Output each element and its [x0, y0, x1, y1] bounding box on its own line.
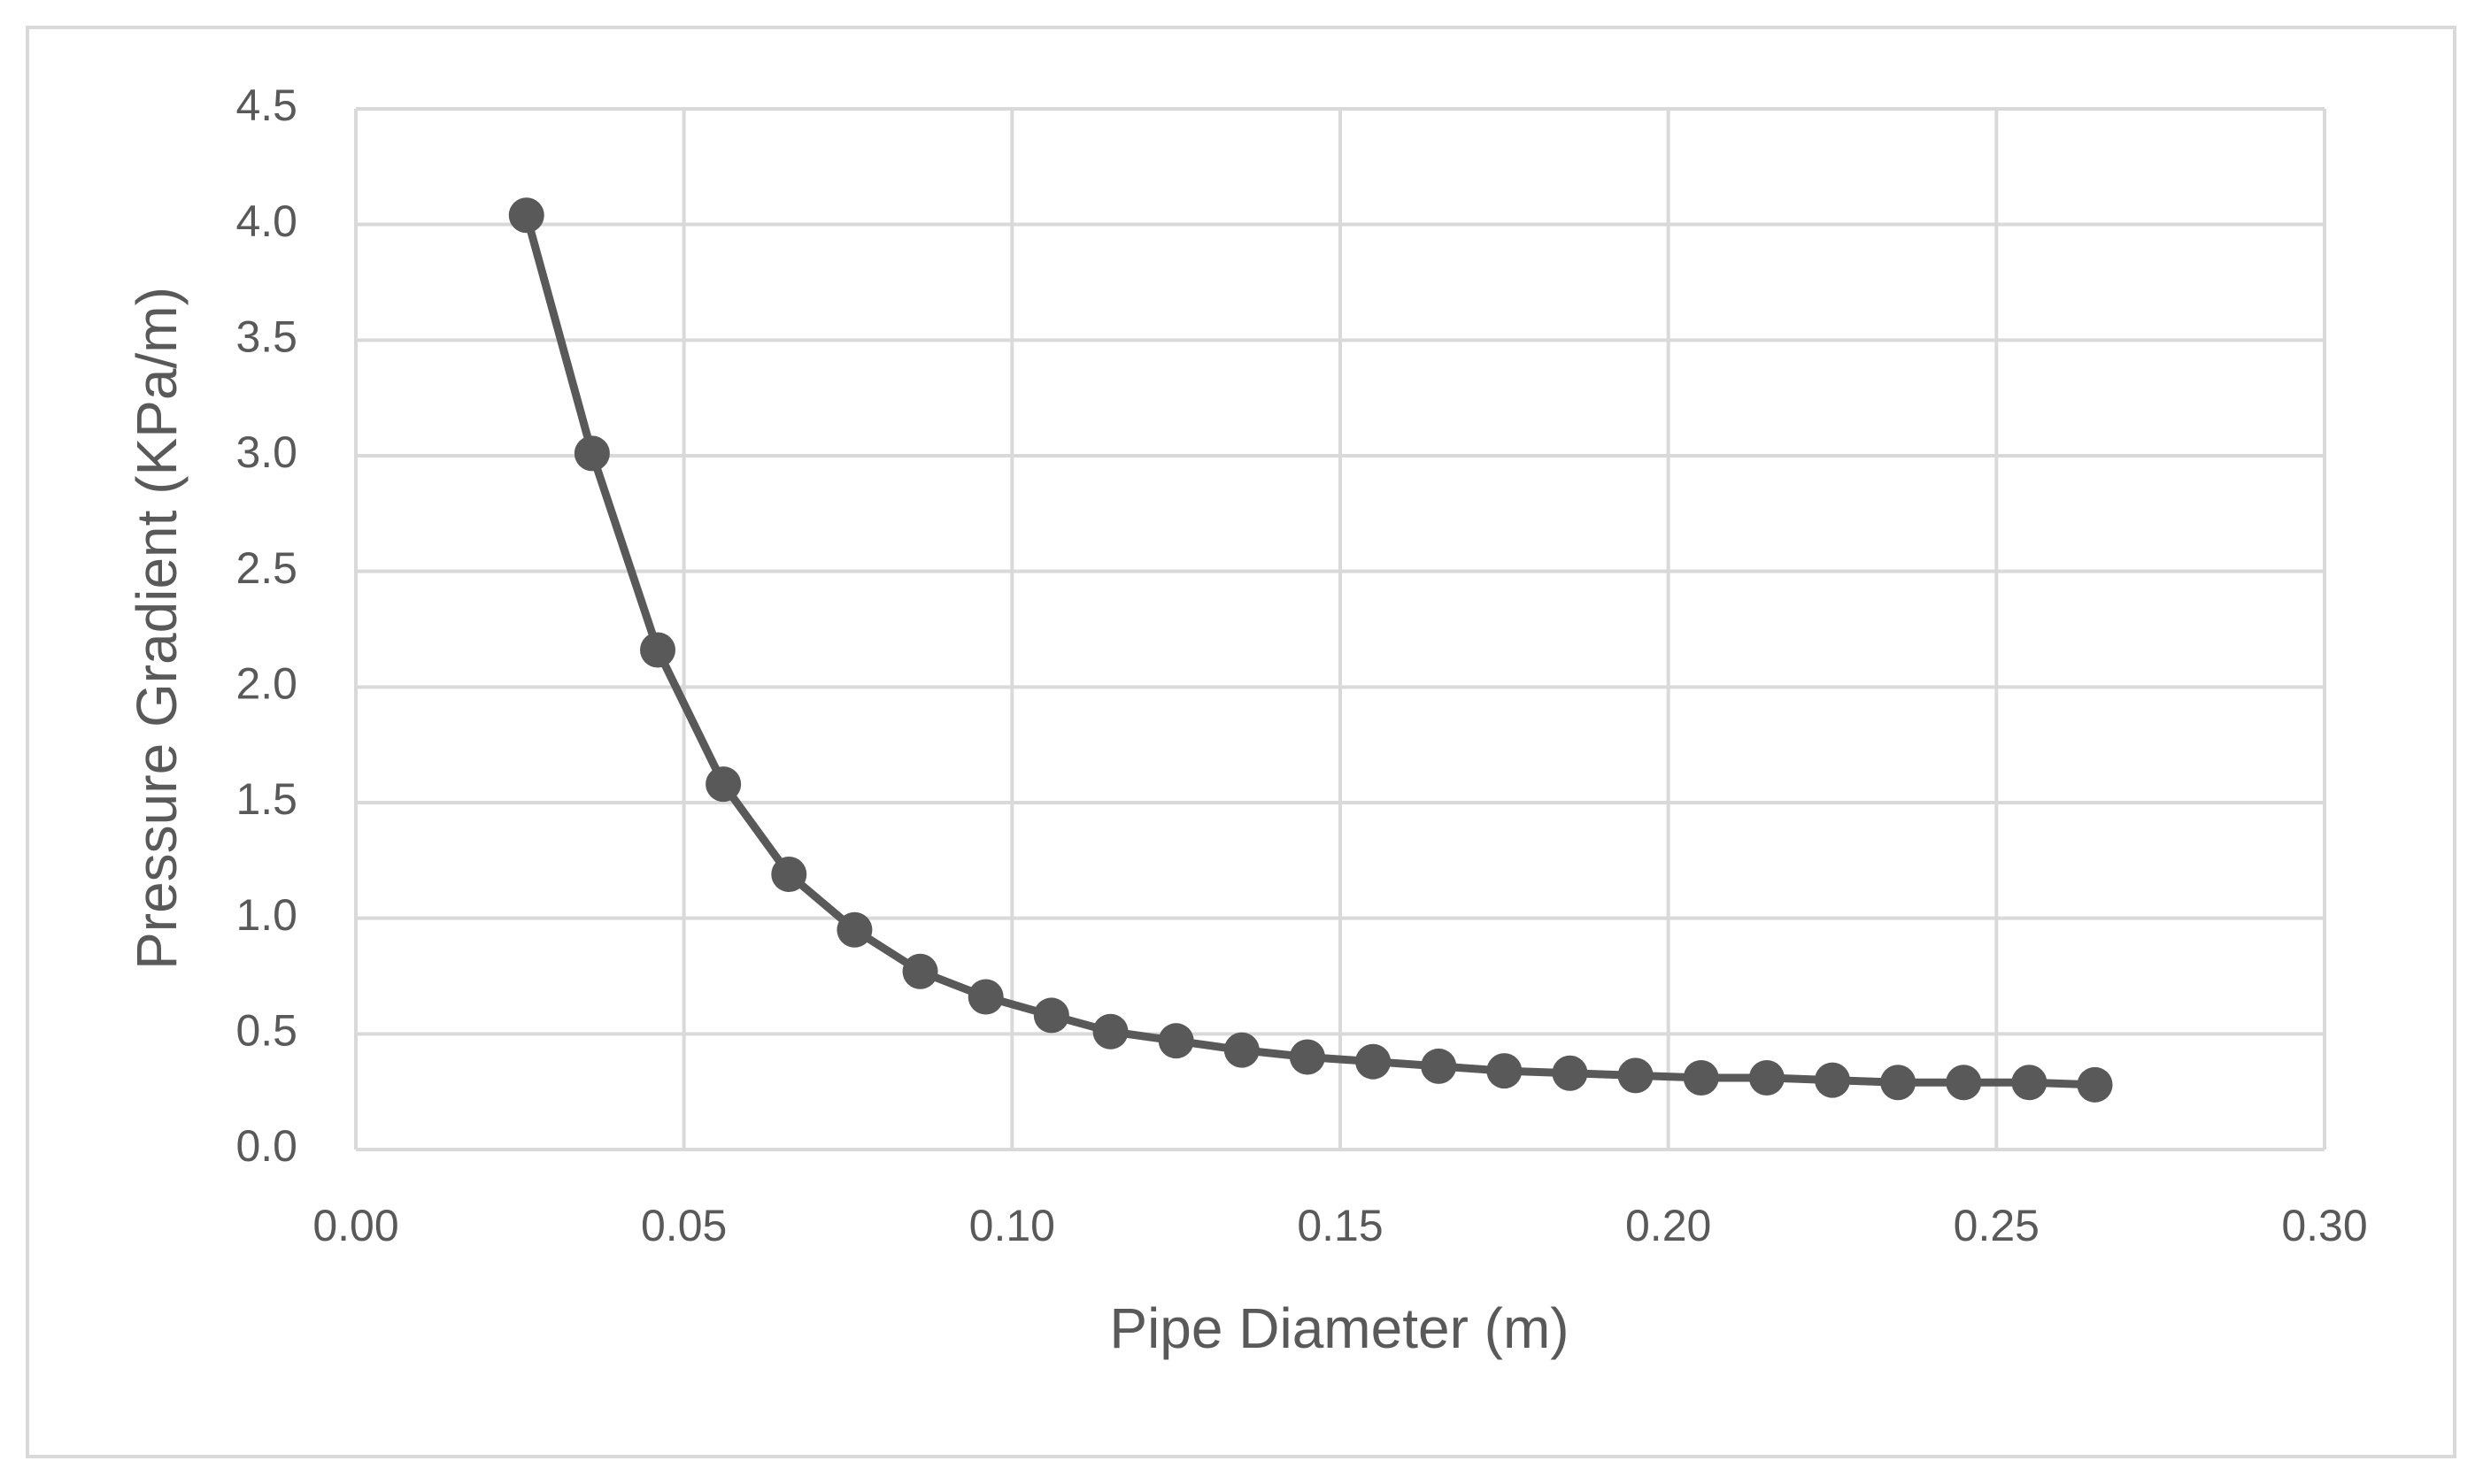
data-point [2077, 1066, 2113, 1103]
data-point [1552, 1055, 1588, 1091]
data-point [2011, 1065, 2047, 1101]
y-tick-label: 3.5 [235, 312, 297, 362]
series [508, 197, 2113, 1103]
grid [354, 107, 2326, 1151]
y-tick-label: 0.0 [235, 1121, 297, 1171]
data-point [837, 911, 873, 948]
data-point [1033, 997, 1069, 1034]
x-tick-label: 0.00 [312, 1201, 398, 1250]
data-point [508, 197, 544, 234]
tick-labels: 0.0 0.5 1.0 1.5 2.0 2.5 3.0 3.5 4.0 4.5 0.00 0.05 0.… [235, 81, 2367, 1250]
x-tick-label: 0.05 [641, 1201, 727, 1250]
y-tick-label: 1.0 [235, 890, 297, 940]
y-tick-label: 3.0 [235, 427, 297, 477]
data-point [968, 979, 1004, 1015]
y-axis-title: Pressure Gradient (KPa/m) [125, 287, 189, 970]
data-point [1223, 1032, 1260, 1068]
chart-border [26, 26, 2456, 1458]
data-point [1092, 1013, 1129, 1050]
data-point [1748, 1059, 1785, 1096]
x-tick-label: 0.20 [1625, 1201, 1711, 1250]
data-point [1158, 1023, 1194, 1059]
x-tick-label: 0.30 [2281, 1201, 2367, 1250]
data-point [902, 953, 938, 989]
data-point [640, 632, 676, 668]
data-point [1946, 1065, 1982, 1101]
y-tick-label: 4.0 [235, 196, 297, 246]
data-point [1289, 1039, 1325, 1075]
data-point [1421, 1048, 1457, 1084]
data-point [1815, 1062, 1850, 1098]
data-point [1880, 1065, 1916, 1101]
data-point [1617, 1057, 1654, 1094]
y-tick-label: 2.5 [235, 543, 297, 593]
data-point [1486, 1053, 1523, 1089]
y-tick-label: 2.0 [235, 659, 297, 709]
x-axis-title: Pipe Diameter (m) [1109, 1296, 1569, 1360]
data-point [1683, 1059, 1719, 1096]
y-tick-label: 4.5 [235, 81, 297, 130]
data-point [706, 766, 742, 803]
y-tick-label: 0.5 [235, 1006, 297, 1056]
x-tick-label: 0.10 [969, 1201, 1055, 1250]
x-tick-label: 0.25 [1954, 1201, 2040, 1250]
x-tick-label: 0.15 [1297, 1201, 1383, 1250]
data-point [771, 857, 807, 893]
data-point [1355, 1043, 1392, 1080]
data-point [574, 435, 610, 472]
y-tick-label: 1.5 [235, 774, 297, 824]
